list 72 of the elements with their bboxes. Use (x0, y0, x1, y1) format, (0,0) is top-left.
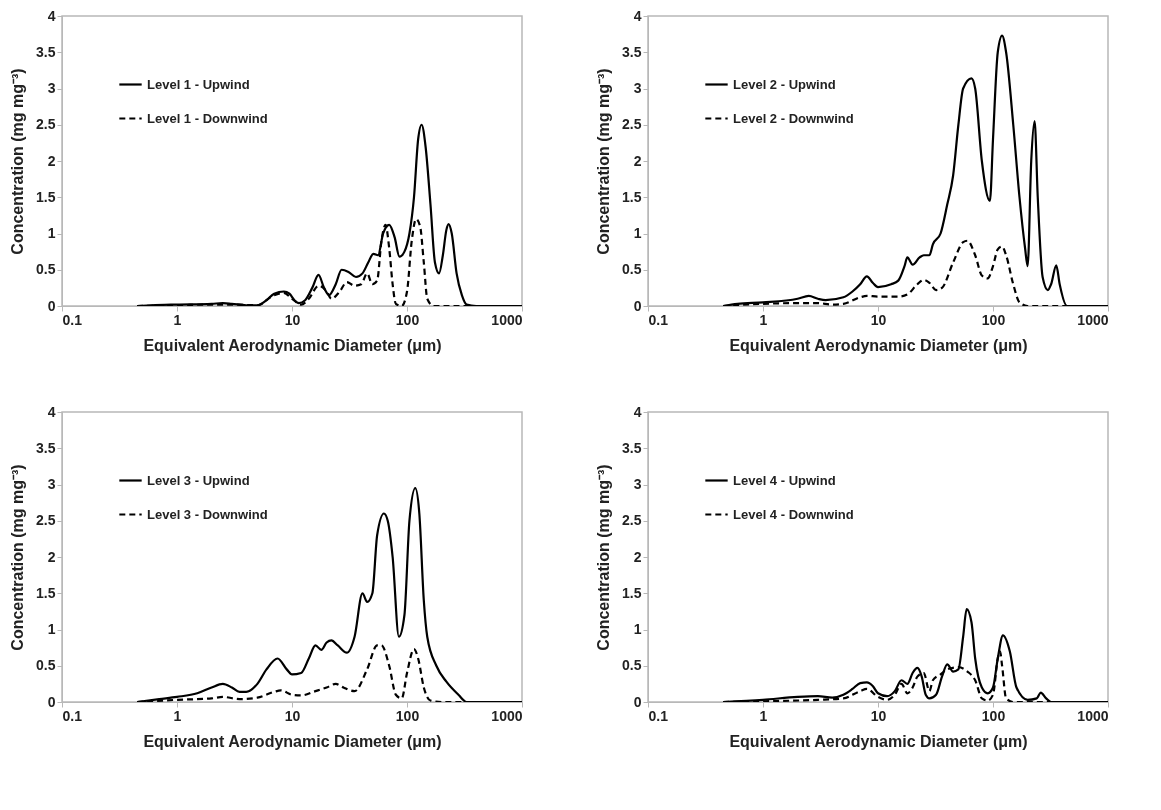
x-tick-label: 1000 (1077, 311, 1109, 328)
y-tick-label: 3 (633, 80, 642, 96)
y-tick-label: 3.5 (36, 439, 56, 456)
x-tick-label: 100 (981, 311, 1006, 328)
legend-label: Level 1 - Upwind (147, 76, 250, 92)
y-tick-label: 2.5 (36, 512, 56, 529)
y-tick-label: 3 (633, 476, 642, 492)
x-tick-label: 1000 (491, 311, 523, 328)
y-tick-label: 1 (633, 225, 642, 241)
y-tick-label: 4 (47, 403, 56, 420)
y-axis-title: Concentration (mg mg⁻³) (595, 464, 613, 651)
x-axis-title: Equivalent Aerodynamic Diameter (μm) (143, 732, 442, 750)
x-tick-label: 1000 (1077, 707, 1109, 724)
x-tick-label: 1 (173, 707, 182, 724)
y-tick-label: 4 (633, 403, 642, 420)
x-tick-label: 10 (870, 707, 887, 724)
legend-label: Level 4 - Downwind (733, 506, 854, 522)
x-tick-label: 100 (395, 311, 420, 328)
y-axis-title: Concentration (mg mg⁻³) (9, 68, 27, 255)
y-axis-title: Concentration (mg mg⁻³) (595, 68, 613, 255)
y-tick-label: 4 (47, 7, 56, 24)
y-tick-label: 3 (47, 80, 56, 96)
x-tick-label: 1 (173, 311, 182, 328)
x-tick-label: 1 (759, 707, 768, 724)
legend-label: Level 2 - Downwind (733, 110, 854, 126)
x-axis-title: Equivalent Aerodynamic Diameter (μm) (729, 336, 1028, 354)
y-tick-label: 2.5 (622, 116, 642, 133)
y-tick-label: 1.5 (622, 188, 642, 205)
y-tick-label: 1 (47, 225, 56, 241)
y-tick-label: 2 (633, 152, 642, 169)
y-tick-label: 1 (47, 621, 56, 637)
y-tick-label: 3.5 (36, 43, 56, 60)
legend-label: Level 1 - Downwind (147, 110, 268, 126)
y-tick-label: 1 (633, 621, 642, 637)
y-tick-label: 2 (633, 548, 642, 565)
y-tick-label: 0 (47, 297, 56, 314)
x-tick-label: 10 (870, 311, 887, 328)
y-tick-label: 3 (47, 476, 56, 492)
x-tick-label: 0.1 (62, 311, 83, 328)
y-axis-title: Concentration (mg mg⁻³) (9, 464, 27, 651)
x-tick-label: 10 (284, 707, 301, 724)
y-tick-label: 2 (47, 152, 56, 169)
y-tick-label: 1.5 (622, 584, 642, 601)
y-tick-label: 2 (47, 548, 56, 565)
y-tick-label: 0.5 (622, 261, 642, 278)
y-tick-label: 0 (47, 693, 56, 710)
x-tick-label: 10 (284, 311, 301, 328)
y-tick-label: 1.5 (36, 584, 56, 601)
x-tick-label: 100 (395, 707, 420, 724)
legend-label: Level 3 - Downwind (147, 506, 268, 522)
y-tick-label: 0.5 (36, 657, 56, 674)
y-tick-label: 0 (633, 693, 642, 710)
y-tick-label: 3.5 (622, 439, 642, 456)
x-tick-label: 100 (981, 707, 1006, 724)
y-tick-label: 0 (633, 297, 642, 314)
y-tick-label: 0.5 (622, 657, 642, 674)
y-tick-label: 0.5 (36, 261, 56, 278)
x-tick-label: 1000 (491, 707, 523, 724)
y-tick-label: 1.5 (36, 188, 56, 205)
y-tick-label: 4 (633, 7, 642, 24)
x-tick-label: 1 (759, 311, 768, 328)
y-tick-label: 2.5 (622, 512, 642, 529)
legend-label: Level 3 - Upwind (147, 472, 250, 488)
legend-label: Level 2 - Upwind (733, 76, 836, 92)
x-axis-title: Equivalent Aerodynamic Diameter (μm) (729, 732, 1028, 750)
y-tick-label: 3.5 (622, 43, 642, 60)
x-tick-label: 0.1 (62, 707, 83, 724)
y-tick-label: 2.5 (36, 116, 56, 133)
x-tick-label: 0.1 (648, 311, 669, 328)
legend-label: Level 4 - Upwind (733, 472, 836, 488)
x-axis-title: Equivalent Aerodynamic Diameter (μm) (143, 336, 442, 354)
x-tick-label: 0.1 (648, 707, 669, 724)
